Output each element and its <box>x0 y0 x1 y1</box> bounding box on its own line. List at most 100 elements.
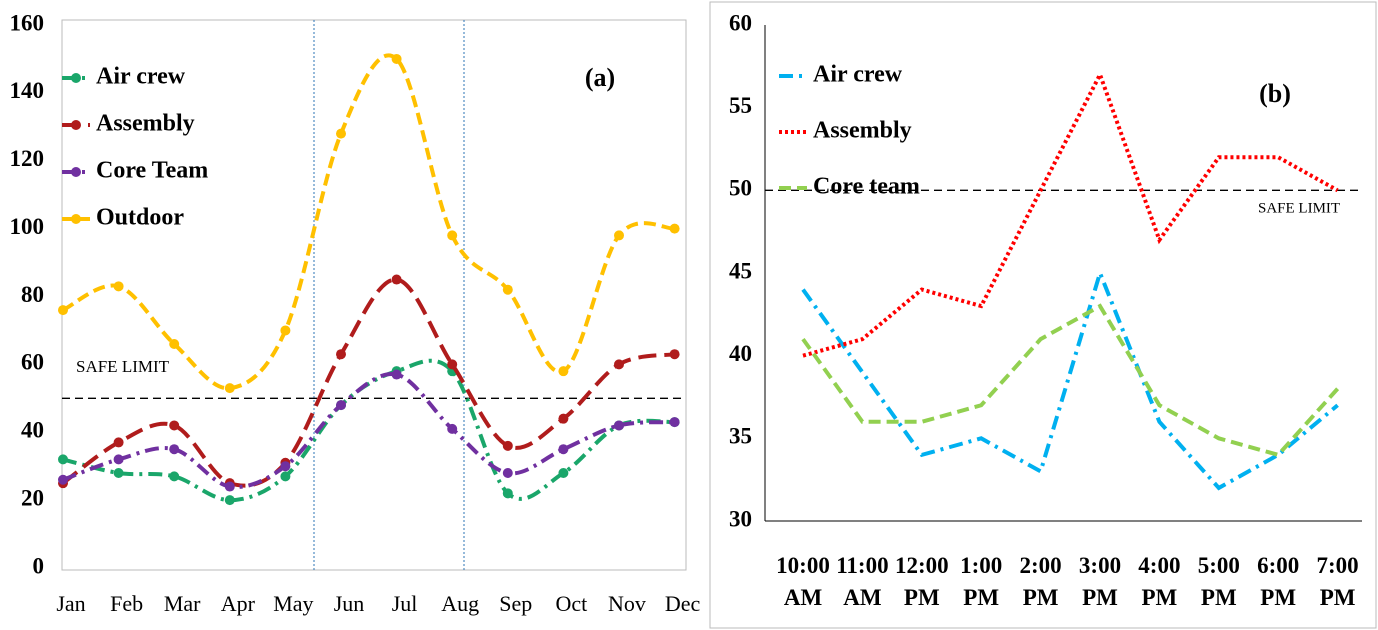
legend-label: Core Team <box>96 158 208 184</box>
data-point <box>224 383 235 394</box>
x-tick-label: 7:00 PM <box>1316 553 1359 610</box>
data-point <box>447 230 458 241</box>
legend-label: Assembly <box>813 118 912 144</box>
data-point <box>502 467 513 478</box>
data-point <box>58 305 68 316</box>
x-tick-label: Oct <box>555 591 588 616</box>
x-tick-label: May <box>273 591 314 616</box>
y-tick-label: 80 <box>21 282 44 307</box>
x-tick-label: Jul <box>391 591 418 616</box>
y-tick-label: 35 <box>729 424 752 449</box>
data-point <box>58 454 68 465</box>
legend-label: Outdoor <box>96 205 184 231</box>
y-tick-label: 60 <box>21 350 44 375</box>
data-point <box>614 359 624 370</box>
data-point <box>336 349 346 360</box>
y-tick-label: 55 <box>729 93 752 118</box>
data-point <box>336 400 346 411</box>
data-point <box>280 471 291 482</box>
x-tick-label: Jun <box>333 591 365 616</box>
x-tick-label: 3:00 PM <box>1078 553 1122 610</box>
x-tick-label: 6:00 PM <box>1257 553 1300 610</box>
data-point <box>169 420 180 431</box>
panel-frame <box>709 1 1377 629</box>
data-point <box>558 444 569 455</box>
plot-frame <box>61 19 687 571</box>
data-point <box>280 461 291 472</box>
y-tick-label: 45 <box>729 258 752 283</box>
annotation: (a) <box>585 63 615 92</box>
data-point <box>502 440 513 451</box>
data-point <box>336 128 346 139</box>
data-point <box>502 284 513 295</box>
x-tick-label: 2:00 PM <box>1019 553 1062 610</box>
data-point <box>391 53 402 64</box>
x-tick-label: Feb <box>110 591 144 616</box>
data-point <box>447 423 458 434</box>
legend-label: Core team <box>813 174 920 200</box>
y-tick-label: 40 <box>21 418 44 443</box>
data-point <box>558 366 569 377</box>
y-tick-label: 160 <box>10 10 45 35</box>
series-line <box>62 53 675 391</box>
x-tick-label: Sep <box>499 591 533 616</box>
y-tick-label: 100 <box>10 214 45 239</box>
legend-marker <box>71 214 81 224</box>
data-point <box>614 420 624 431</box>
legend-label: Air crew <box>813 62 903 88</box>
data-point <box>391 274 402 285</box>
x-tick-label: Apr <box>220 591 255 616</box>
y-tick-label: 50 <box>729 176 752 201</box>
data-point <box>113 454 124 465</box>
data-point <box>280 325 291 336</box>
x-tick-label: Nov <box>608 591 646 616</box>
series-line <box>62 372 675 490</box>
data-point <box>224 481 235 492</box>
y-tick-label: 60 <box>729 10 752 35</box>
data-point <box>113 437 124 448</box>
x-tick-label: 11:00 AM <box>836 553 889 610</box>
legend-label: Assembly <box>96 111 195 137</box>
x-tick-label: Mar <box>163 591 201 616</box>
x-tick-label: 12:00 PM <box>894 553 949 610</box>
data-point <box>113 281 124 292</box>
data-point <box>669 417 680 428</box>
data-point <box>113 467 124 478</box>
legend-marker <box>71 120 81 130</box>
data-point <box>614 230 624 241</box>
legend-label: Air crew <box>96 64 186 90</box>
data-point <box>224 495 235 506</box>
series-line <box>801 266 1339 491</box>
x-tick-label: 4:00 PM <box>1138 553 1181 610</box>
x-tick-label: 10:00 AM <box>776 553 830 610</box>
safe-limit-label: SAFE LIMIT <box>1258 200 1340 216</box>
x-tick-label: 5:00 PM <box>1197 553 1240 610</box>
legend-marker <box>71 73 81 83</box>
series-line <box>62 358 675 503</box>
data-point <box>169 339 180 350</box>
safe-limit-label: SAFE LIMIT <box>76 357 170 376</box>
x-tick-label: Aug <box>441 591 480 616</box>
data-point <box>58 474 68 485</box>
y-tick-label: 0 <box>33 553 45 578</box>
x-tick-label: Jan <box>56 591 86 616</box>
data-point <box>447 359 458 370</box>
y-tick-label: 40 <box>729 341 752 366</box>
y-tick-label: 140 <box>10 78 45 103</box>
data-point <box>558 467 569 478</box>
series-line <box>802 69 1339 358</box>
data-point <box>558 413 569 424</box>
x-tick-label: 1:00 PM <box>960 553 1003 610</box>
legend-marker <box>71 167 81 177</box>
data-point <box>169 444 180 455</box>
data-point <box>502 488 513 499</box>
data-point <box>669 223 680 234</box>
series-line <box>801 303 1340 458</box>
y-tick-label: 30 <box>729 506 752 531</box>
y-tick-label: 20 <box>21 485 44 510</box>
data-point <box>391 369 402 380</box>
y-tick-label: 120 <box>10 146 45 171</box>
data-point <box>669 349 680 360</box>
